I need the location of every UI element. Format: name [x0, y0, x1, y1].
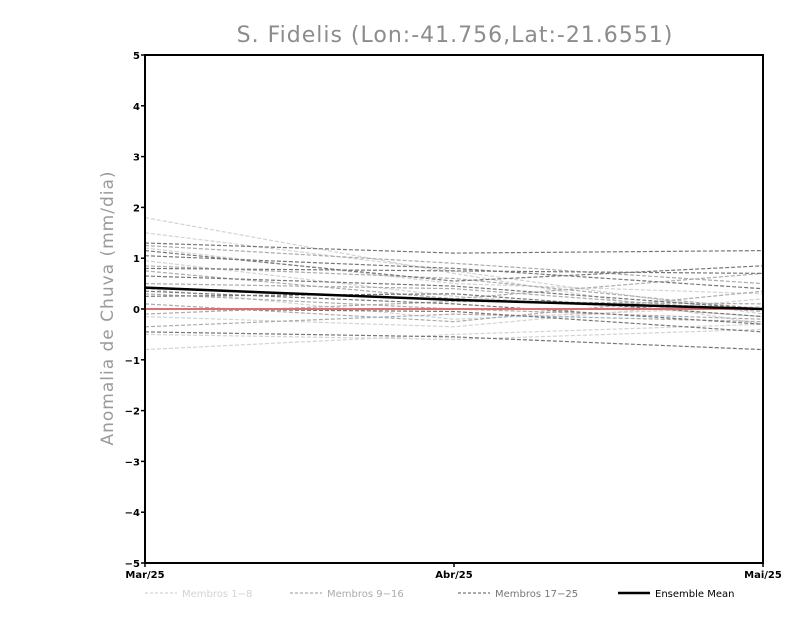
- y-tick-label: −5: [125, 559, 140, 570]
- legend-label: Membros 9−16: [327, 589, 404, 600]
- member-line-g3-1: [144, 242, 764, 254]
- y-tick-label: −1: [125, 356, 140, 367]
- y-tick-label: 3: [133, 153, 140, 164]
- y-tick-label: −3: [125, 457, 140, 468]
- member-line-g3-2: [144, 250, 764, 282]
- chart-title: S. Fidelis (Lon:-41.756,Lat:-21.6551): [237, 23, 674, 48]
- x-tick-label: Mar/25: [125, 570, 164, 581]
- member-line-g3-9: [144, 331, 764, 351]
- member-line-g3-4: [144, 267, 764, 274]
- y-tick-label: 4: [133, 102, 140, 113]
- y-tick-label: −2: [125, 407, 140, 418]
- legend-label: Membros 1−8: [182, 589, 252, 600]
- y-tick-label: 5: [133, 51, 140, 62]
- member-line-g2-2: [144, 265, 764, 310]
- member-line-g1-8: [144, 323, 764, 351]
- y-tick-label: 0: [133, 305, 140, 316]
- plot-area: [144, 217, 764, 351]
- legend: Membros 1−8 Membros 9−16 Membros 17−25 Ense…: [145, 589, 734, 600]
- member-line-g3-3: [144, 255, 764, 290]
- y-tick-label: −4: [125, 508, 140, 519]
- member-line-g2-8: [144, 313, 764, 328]
- x-tick-label: Abr/25: [435, 570, 472, 581]
- member-line-g3-8: [144, 308, 764, 333]
- member-line-g1-1: [144, 217, 764, 325]
- member-line-g2-3: [144, 270, 764, 300]
- legend-label: Membros 17−25: [495, 589, 578, 600]
- y-axis-label: Anomalia de Chuva (mm/dia): [98, 170, 118, 445]
- member-line-g3-5: [144, 275, 764, 310]
- member-line-g2-1: [144, 244, 764, 285]
- ensemble-mean-line: [144, 286, 764, 311]
- legend-label: Ensemble Mean: [655, 589, 734, 600]
- x-tick-label: Mai/25: [744, 570, 782, 581]
- axes: −5 −4 −3 −2 −1 0 1 2 3 4 5 Mar/25 Abr/25 Mai/25: [125, 51, 782, 581]
- y-tick-label: 1: [133, 254, 140, 265]
- member-line-g3-7: [144, 293, 764, 318]
- member-line-g2-4: [144, 283, 764, 313]
- member-line-g1-2: [144, 232, 764, 315]
- member-line-g1-7: [144, 328, 764, 341]
- y-tick-label: 2: [133, 203, 140, 214]
